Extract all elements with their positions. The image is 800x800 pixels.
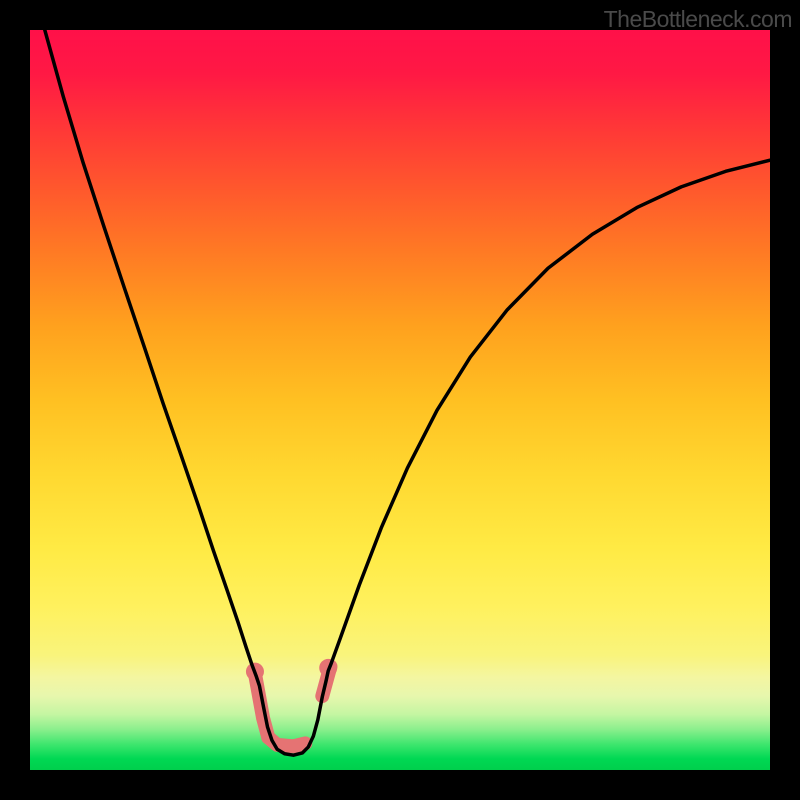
watermark-label: TheBottleneck.com [604,6,792,33]
chart-container: TheBottleneck.com [0,0,800,800]
plot-area [30,30,770,770]
gradient-bg [30,30,770,770]
plot-svg [30,30,770,770]
